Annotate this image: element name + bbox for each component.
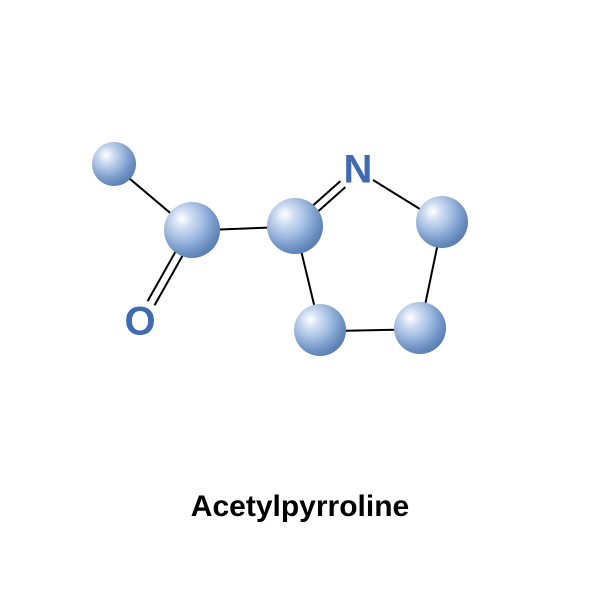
molecule-canvas: N O Acetylpyrroline bbox=[0, 0, 600, 600]
atom-c4 bbox=[394, 302, 446, 354]
atom-c5 bbox=[416, 196, 468, 248]
atom-methyl bbox=[92, 142, 136, 186]
atom-label-N: N bbox=[344, 148, 373, 193]
atom-c3 bbox=[294, 304, 346, 356]
atom-carbonyl bbox=[164, 202, 220, 258]
atom-c2 bbox=[267, 198, 323, 254]
compound-title: Acetylpyrroline bbox=[191, 490, 409, 524]
atom-label-O: O bbox=[124, 300, 155, 345]
